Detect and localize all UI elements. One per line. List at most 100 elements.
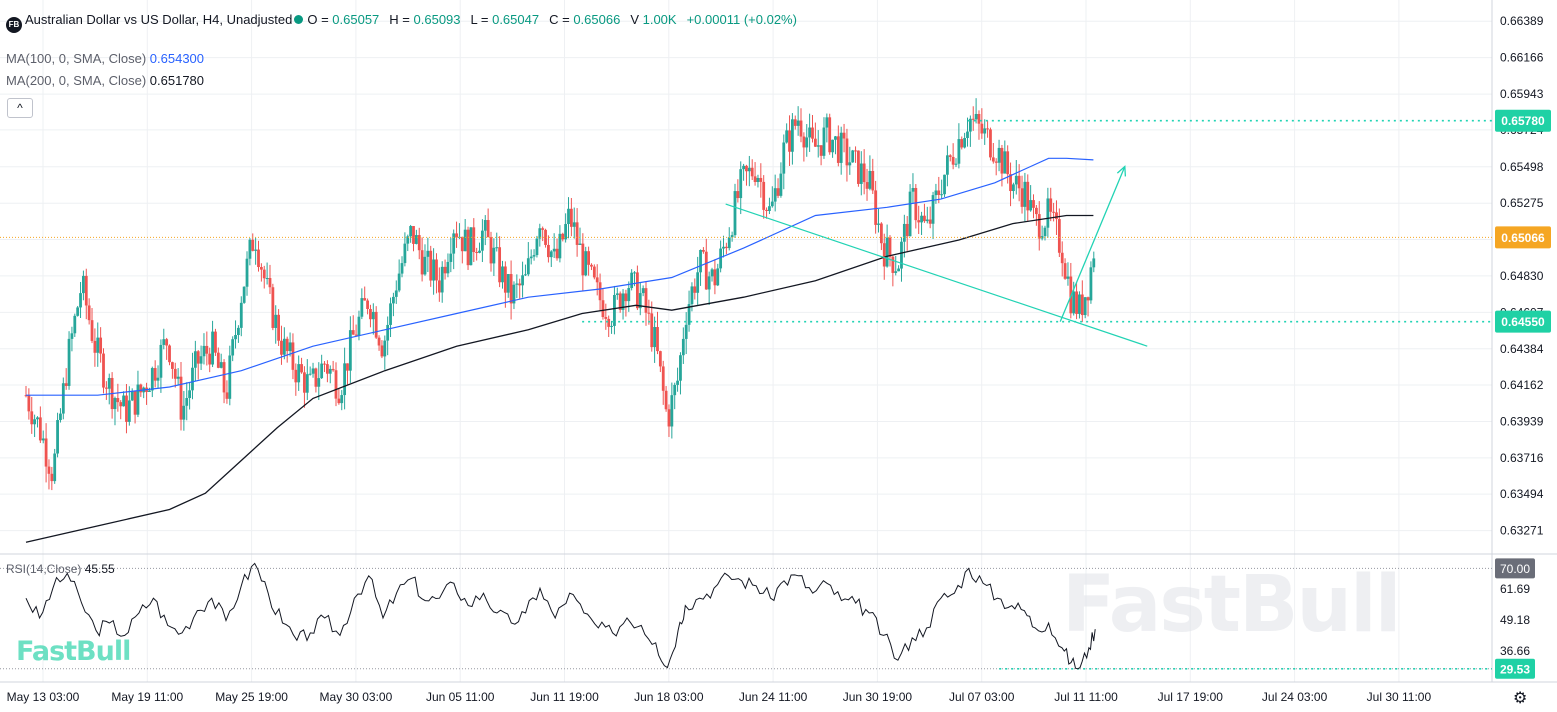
candle-body: [478, 250, 481, 253]
candle-body: [839, 132, 843, 163]
candle-body: [615, 293, 619, 295]
candle-body: [325, 364, 329, 374]
candle-body: [328, 368, 332, 374]
candle-body: [93, 340, 97, 353]
candle-body: [211, 331, 214, 365]
candle-body: [472, 227, 476, 253]
candle-body: [257, 249, 260, 268]
candle-body: [931, 195, 935, 224]
candle-body: [389, 303, 392, 325]
candle-body: [598, 282, 602, 301]
candle-body: [865, 182, 869, 189]
candle-body: [690, 286, 694, 305]
price-axis-label: 0.63494: [1500, 487, 1544, 501]
candle-body: [414, 235, 418, 244]
candle-body: [357, 316, 361, 336]
candle-body: [251, 239, 255, 251]
candle-body: [664, 390, 668, 410]
candle-body: [1046, 198, 1050, 228]
candle-body: [1052, 211, 1056, 213]
candle-body: [377, 337, 381, 346]
rsi-oversold-tag-label: 29.53: [1500, 662, 1530, 676]
candle-body: [446, 261, 450, 274]
candle-body: [857, 150, 860, 184]
candle-body: [348, 330, 352, 371]
candle-body: [569, 208, 573, 227]
candle-body: [216, 352, 220, 368]
candle-body: [156, 377, 160, 381]
candle-body: [202, 345, 206, 357]
time-axis-label: Jul 07 03:00: [949, 690, 1015, 704]
candle-body: [282, 338, 286, 355]
candle-body: [653, 327, 657, 348]
candle-body: [747, 167, 751, 172]
candle-body: [707, 276, 711, 290]
collapse-legend-icon[interactable]: ^: [7, 98, 33, 118]
candle-body: [412, 226, 415, 244]
candle-body: [366, 300, 369, 310]
candle-body: [704, 251, 708, 290]
candle-body: [265, 278, 269, 280]
candle-body: [529, 256, 533, 259]
candle-body: [127, 400, 131, 422]
candle-body: [971, 118, 975, 120]
candle-body: [76, 307, 80, 316]
candle-body: [762, 181, 766, 210]
candle-body: [948, 155, 952, 157]
candle-body: [463, 229, 467, 252]
candle-body: [191, 367, 194, 391]
candle-body: [337, 398, 341, 404]
candle-body: [724, 246, 728, 249]
candle-body: [498, 247, 502, 283]
candle-body: [130, 391, 134, 401]
candle-body: [205, 345, 209, 354]
time-axis-label: Jun 11 19:00: [530, 690, 599, 704]
candle-body: [1072, 291, 1076, 314]
candle-body: [176, 376, 180, 379]
candle-body: [854, 150, 857, 152]
candle-body: [759, 177, 763, 182]
candle-body: [997, 147, 1001, 163]
candle-body: [262, 269, 266, 279]
candle-body: [1032, 200, 1035, 208]
open-value: 0.65057: [332, 12, 380, 27]
candle-body: [1000, 147, 1004, 174]
candle-body: [234, 334, 237, 340]
candle-body: [581, 243, 585, 276]
candle-body: [733, 191, 737, 236]
candle-body: [1083, 297, 1087, 316]
candle-body: [334, 370, 338, 399]
candle-body: [816, 145, 820, 147]
ma100-legend[interactable]: MA(100, 0, SMA, Close) 0.654300: [6, 51, 205, 66]
rsi-legend[interactable]: RSI(14,Close) 45.55: [6, 562, 115, 576]
time-axis-label: Jul 11 11:00: [1054, 690, 1118, 704]
candles-group: [24, 98, 1096, 491]
rsi-axis-label: 36.66: [1500, 644, 1530, 658]
ma200-legend[interactable]: MA(200, 0, SMA, Close) 0.651780: [6, 73, 205, 88]
settings-gear-icon[interactable]: ⚙: [1513, 690, 1528, 707]
candle-body: [248, 239, 252, 259]
candle-body: [676, 380, 679, 385]
candle-body: [369, 309, 372, 320]
candle-body: [592, 266, 596, 278]
candle-body: [185, 398, 189, 406]
candle-body: [808, 127, 812, 138]
candle-body: [613, 294, 616, 326]
candle-body: [125, 395, 128, 422]
symbol-title[interactable]: Australian Dollar vs US Dollar, H4, Unad…: [25, 12, 293, 27]
candle-body: [340, 395, 344, 404]
rsi-value: 45.55: [84, 562, 115, 576]
candle-body: [661, 366, 665, 391]
candle-body: [59, 413, 62, 421]
candle-body: [900, 241, 903, 269]
candle-body: [314, 368, 318, 387]
candle-body: [70, 333, 74, 339]
price-tag: [1495, 226, 1551, 249]
candle-body: [33, 419, 37, 425]
candle-body: [549, 251, 553, 258]
candle-body: [237, 327, 240, 335]
candle-body: [182, 405, 186, 420]
candle-body: [1092, 258, 1096, 268]
candle-body: [90, 320, 94, 341]
